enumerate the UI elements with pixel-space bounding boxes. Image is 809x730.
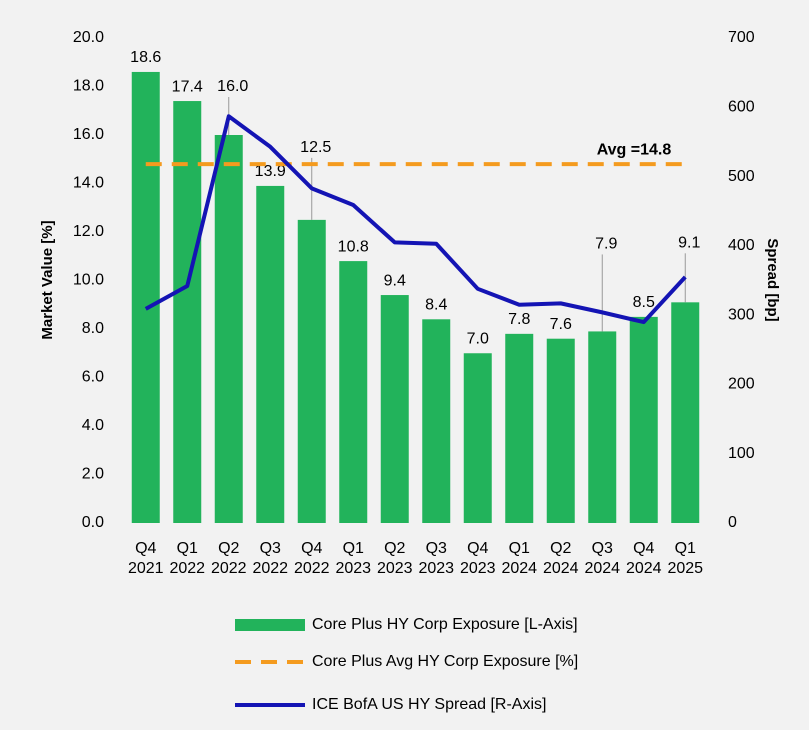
x-tick-label: Q4 2022 (293, 540, 330, 577)
x-tick-label: Q4 2024 (625, 540, 662, 577)
y2-tick-label: 400 (728, 237, 755, 254)
y-tick-label: 20.0 (73, 29, 104, 46)
data-label: 10.8 (338, 238, 369, 255)
y-tick-label: 12.0 (73, 223, 104, 240)
y-tick-label: 8.0 (82, 320, 104, 337)
data-label: 7.8 (508, 311, 530, 328)
data-label: 17.4 (172, 78, 203, 95)
bar (256, 185, 285, 524)
bar (380, 295, 409, 523)
bar (131, 71, 160, 523)
y-tick-label: 6.0 (82, 369, 104, 386)
y-tick-label: 10.0 (73, 272, 104, 289)
bar (173, 101, 202, 524)
data-label: 7.9 (595, 236, 617, 253)
bar (297, 219, 326, 523)
y-tick-label: 18.0 (73, 78, 104, 95)
bar (629, 316, 658, 523)
x-tick-label: Q4 2021 (127, 540, 164, 577)
legend-swatch (235, 619, 305, 631)
y2-tick-label: 100 (728, 445, 755, 462)
annotation: Avg =14.8 (597, 141, 672, 158)
y2-tick-label: 200 (728, 376, 755, 393)
data-label: 7.6 (550, 316, 572, 333)
y2-tick-label: 700 (728, 29, 755, 46)
y-axis-title: Market Value [%] (39, 220, 56, 339)
y2-tick-label: 600 (728, 99, 755, 116)
y-tick-label: 0.0 (82, 514, 104, 531)
bar (463, 353, 492, 523)
spread-line (144, 114, 687, 325)
bar (588, 331, 617, 523)
bar (422, 319, 451, 523)
x-tick-label: Q1 2024 (501, 540, 538, 577)
data-label: 12.5 (300, 139, 331, 156)
x-tick-label: Q1 2023 (335, 540, 372, 577)
y-tick-label: 4.0 (82, 417, 104, 434)
data-label: 13.9 (255, 163, 286, 180)
y2-axis-title: Spread [bp] (764, 238, 781, 321)
legend-label: Core Plus Avg HY Corp Exposure [%] (312, 653, 578, 670)
bar (671, 302, 700, 523)
bar (214, 135, 243, 523)
x-tick-label: Q2 2023 (376, 540, 413, 577)
x-tick-label: Q3 2022 (252, 540, 289, 577)
y2-tick-label: 300 (728, 306, 755, 323)
legend-label: Core Plus HY Corp Exposure [L-Axis] (312, 616, 578, 633)
x-tick-label: Q3 2023 (418, 540, 455, 577)
data-label: 16.0 (217, 78, 248, 95)
y2-tick-label: 0 (728, 514, 737, 531)
bar (505, 333, 534, 523)
data-label: 7.0 (467, 330, 489, 347)
data-label: 9.4 (384, 272, 406, 289)
data-label: 8.5 (633, 294, 655, 311)
x-tick-label: Q4 2023 (459, 540, 496, 577)
data-label: 18.6 (130, 49, 161, 66)
x-tick-label: Q2 2022 (210, 540, 247, 577)
y-tick-label: 16.0 (73, 126, 104, 143)
y-tick-label: 14.0 (73, 175, 104, 192)
x-tick-label: Q1 2025 (667, 540, 704, 577)
x-tick-label: Q2 2024 (542, 540, 579, 577)
y-tick-label: 2.0 (82, 466, 104, 483)
data-label: 9.1 (678, 235, 700, 252)
data-label: 8.4 (425, 297, 447, 314)
x-tick-label: Q3 2024 (584, 540, 621, 577)
bar (339, 261, 368, 523)
x-tick-label: Q1 2022 (169, 540, 206, 577)
legend-label: ICE BofA US HY Spread [R-Axis] (312, 696, 546, 713)
y2-tick-label: 500 (728, 168, 755, 185)
bar (546, 338, 575, 523)
